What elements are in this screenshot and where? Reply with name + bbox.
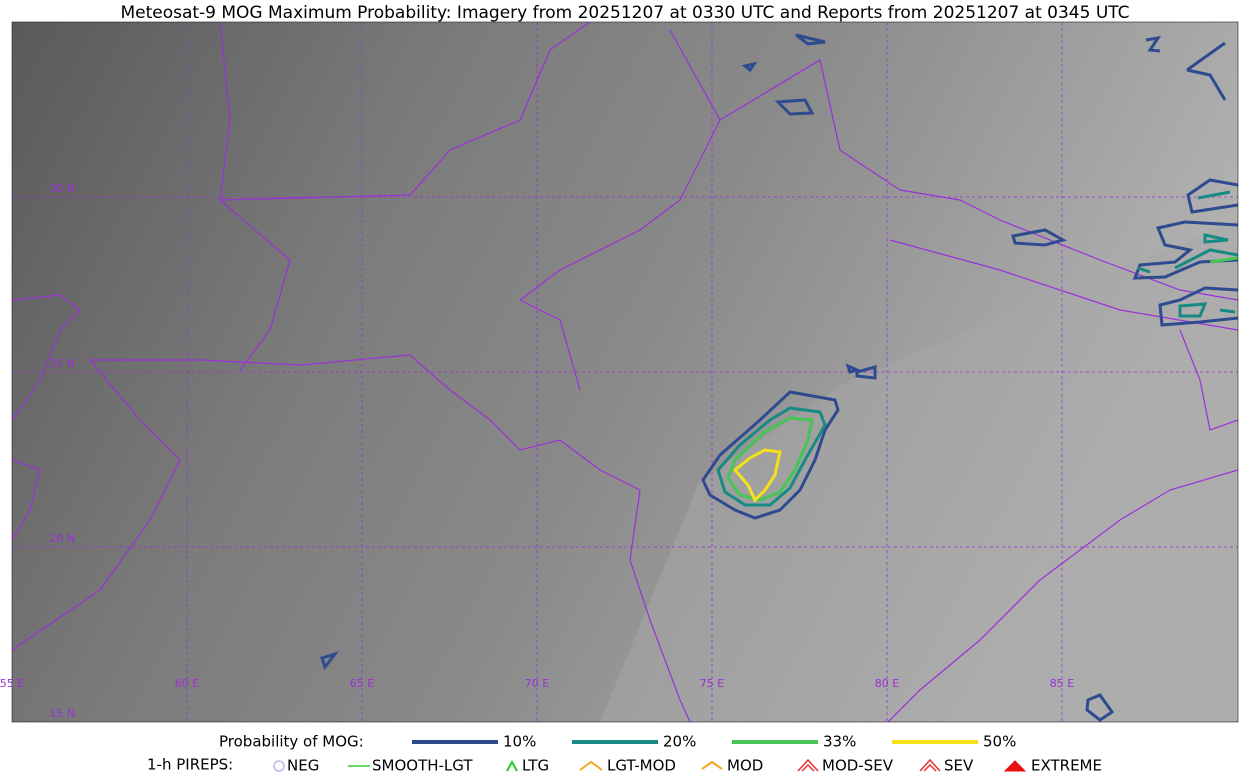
lon-label: 80 E: [875, 677, 899, 690]
pirep-icon: [1003, 760, 1027, 772]
map-frame: [11, 21, 1239, 723]
legend-label: LTG: [522, 757, 549, 775]
lon-label: 75 E: [700, 677, 724, 690]
pirep-icon: [919, 758, 941, 772]
lat-label: 30 N: [49, 182, 75, 195]
contour-33: [1209, 256, 1238, 264]
legend-label: EXTREME: [1031, 757, 1102, 775]
legend: 10% 20% 33% 50% NEG SMOOTH-LGT LTG LGT-MOD MOD MO…: [273, 733, 1102, 775]
contour-10: [1132, 178, 1238, 327]
pirep-icon: [506, 759, 518, 772]
map: [12, 22, 1238, 722]
legend-label: 20%: [663, 733, 696, 751]
legend-label: NEG: [287, 757, 319, 775]
legend-label: 10%: [503, 733, 536, 751]
lon-label: 60 E: [175, 677, 199, 690]
contour-33: [726, 416, 814, 502]
legend-label: 50%: [983, 733, 1016, 751]
contour-20: [716, 406, 827, 507]
pirep-icon: [701, 760, 723, 770]
legend-label: MOD-SEV: [822, 757, 894, 775]
legend-label: 33%: [823, 733, 856, 751]
lon-label: 55 E: [0, 677, 24, 690]
title: Meteosat-9 MOG Maximum Probability: Imag…: [120, 3, 1129, 23]
pirep-icon: [797, 758, 819, 772]
legend-title: Probability of MOG:: [219, 733, 364, 751]
graticule: [12, 22, 1238, 722]
lat-label: 20 N: [49, 532, 75, 545]
legend-title: 1-h PIREPS:: [147, 756, 233, 774]
cloud-band: [600, 220, 1238, 722]
legend-label: MOD: [727, 757, 763, 775]
lon-label: 85 E: [1050, 677, 1074, 690]
contour-10: [701, 390, 840, 520]
pirep-icon: [273, 760, 285, 772]
pirep-icon: [579, 760, 603, 771]
contour-10: [320, 33, 1227, 722]
legend-label: SEV: [944, 757, 974, 775]
contour-20: [1137, 190, 1238, 318]
contour-50: [732, 448, 782, 503]
lat-label: 25 N: [49, 357, 75, 370]
legend-label: SMOOTH-LGT: [372, 757, 473, 775]
lon-label: 65 E: [350, 677, 374, 690]
lon-label: 70 E: [525, 677, 549, 690]
legend-label: LGT-MOD: [607, 757, 676, 775]
lat-label: 15 N: [49, 707, 75, 720]
coastline: [12, 294, 1238, 722]
border: [219, 22, 1238, 431]
